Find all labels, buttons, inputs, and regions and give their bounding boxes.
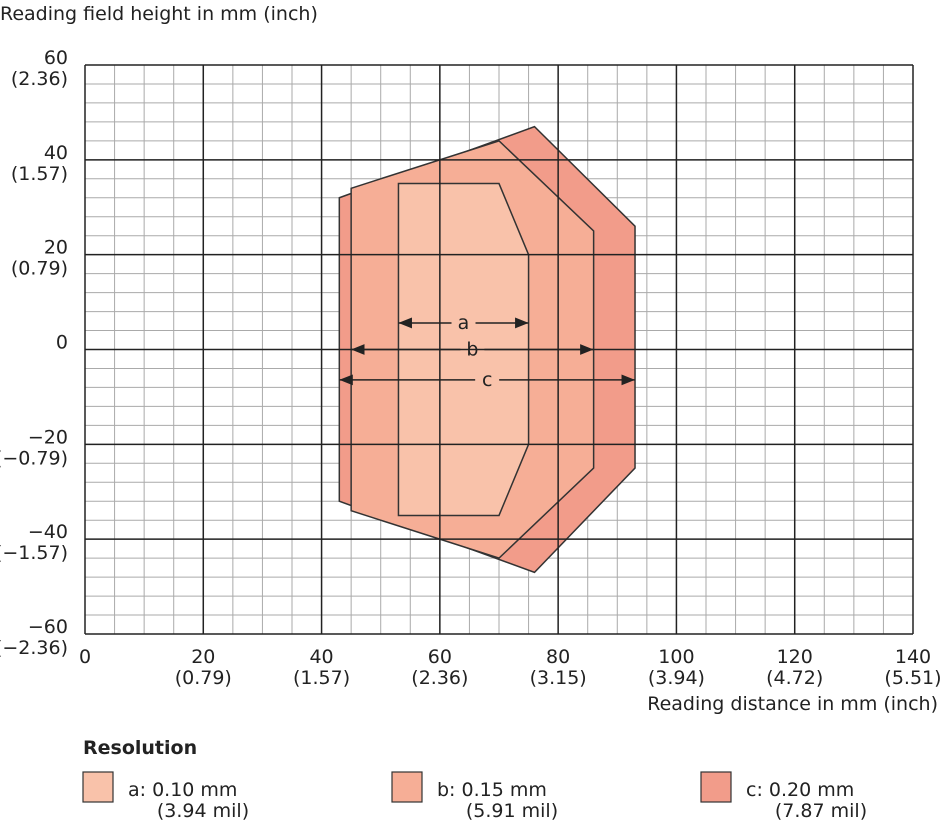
legend-swatch [700,771,732,803]
x-tick-label: 140 [895,646,931,668]
legend-swatch [82,771,114,803]
arrow-label: c [482,369,492,391]
x-tick-inch-label: (2.36) [411,667,468,689]
x-tick-label: 100 [658,646,694,668]
x-tick-label: 20 [191,646,215,668]
legend-label: b: 0.15 mm [437,779,547,801]
y-tick-label: 20 [44,237,68,259]
y-tick-inch-label: (−0.79) [0,447,68,469]
legend-label: a: 0.10 mm [128,779,237,801]
x-tick-inch-label: (4.72) [766,667,823,689]
x-tick-inch-label: (0.79) [175,667,232,689]
arrow-label: b [466,339,478,361]
x-tick-inch-label: (5.51) [884,667,940,689]
y-tick-label: 60 [44,47,68,69]
legend-sublabel: (3.94 mil) [157,800,249,822]
legend-label: c: 0.20 mm [746,779,854,801]
y-tick-inch-label: (2.36) [11,68,68,90]
x-tick-inch-label: (3.94) [648,667,705,689]
legend-swatch [391,771,423,803]
x-tick-label: 60 [428,646,452,668]
legend-sublabel: (5.91 mil) [466,800,558,822]
y-tick-label: −20 [28,426,68,448]
y-tick-label: 0 [56,332,68,354]
x-tick-label: 40 [309,646,333,668]
x-tick-inch-label: (3.15) [530,667,587,689]
x-tick-label: 80 [546,646,570,668]
y-tick-label: 40 [44,142,68,164]
x-axis-label: Reading distance in mm (inch) [647,693,938,715]
x-tick-label: 120 [777,646,813,668]
y-tick-inch-label: (0.79) [11,258,68,280]
y-tick-label: −60 [28,616,68,638]
y-tick-inch-label: (−2.36) [0,637,68,659]
y-tick-inch-label: (−1.57) [0,542,68,564]
x-tick-inch-label: (1.57) [293,667,350,689]
y-tick-label: −40 [28,521,68,543]
legend-sublabel: (7.87 mil) [775,800,867,822]
legend-title: Resolution [83,737,197,759]
arrow-label: a [458,312,470,334]
y-tick-inch-label: (1.57) [11,163,68,185]
x-tick-label: 0 [79,646,91,668]
y-axis-label: Reading field height in mm (inch) [0,3,318,25]
